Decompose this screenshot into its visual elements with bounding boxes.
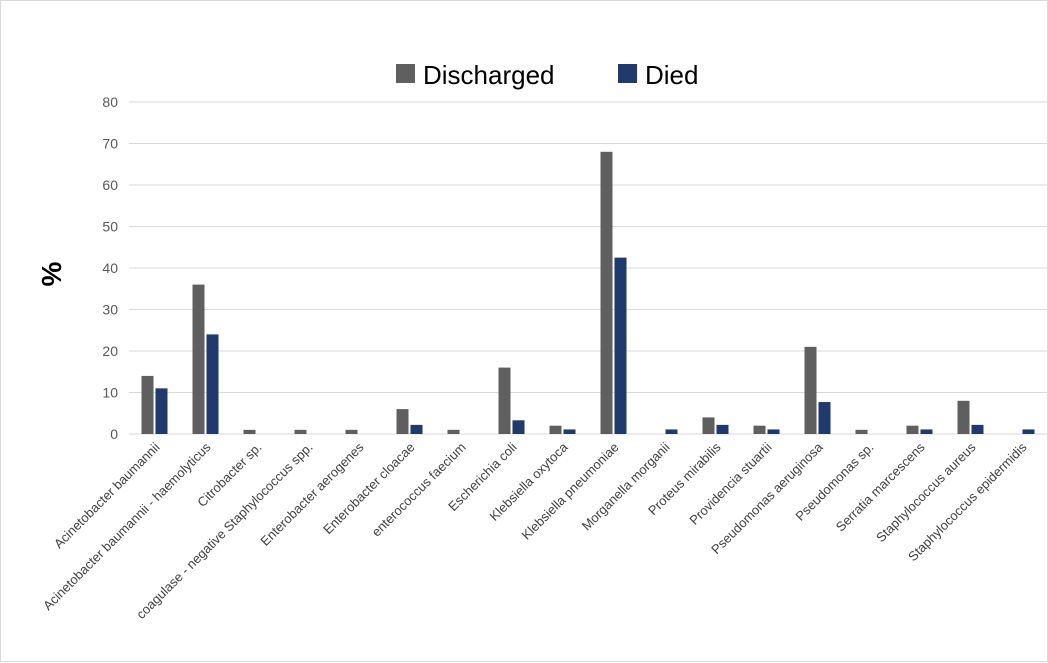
y-tick-label: 70 — [102, 136, 118, 152]
gridlines — [129, 101, 1047, 435]
bar-died — [410, 424, 423, 434]
bar-died — [971, 424, 984, 434]
x-category-label: Serratia marcescens — [833, 439, 928, 534]
y-tick-label: 10 — [102, 385, 118, 401]
legend-swatch — [396, 64, 415, 83]
bar-died — [767, 429, 780, 434]
bar-died — [155, 388, 168, 434]
bar-discharged — [396, 409, 409, 434]
bar-discharged — [498, 367, 511, 434]
legend-label: Died — [645, 60, 698, 90]
y-tick-label: 0 — [110, 426, 118, 442]
legend-swatch — [618, 64, 637, 83]
y-tick-label: 30 — [102, 302, 118, 318]
x-category-label: coagulase - negative Staphylococcus spp. — [133, 440, 315, 622]
y-tick-label: 50 — [102, 219, 118, 235]
bar-died — [614, 257, 627, 434]
bar-discharged — [549, 425, 562, 434]
x-category-label: enterococcus faecium — [369, 440, 469, 540]
bar-died — [716, 424, 729, 434]
bar-discharged — [753, 425, 766, 434]
legend: Discharged Died — [396, 60, 698, 90]
x-category-label: Enterobacter cloacae — [320, 440, 417, 537]
bar-died — [512, 420, 525, 434]
bars — [141, 151, 1035, 435]
y-tick-label: 80 — [102, 94, 118, 110]
bar-died — [206, 334, 219, 434]
bar-died — [818, 402, 831, 434]
bar-discharged — [345, 429, 358, 434]
x-category-label: Klebsiella pneumoniae — [519, 440, 622, 543]
bar-discharged — [702, 417, 715, 434]
bar-discharged — [192, 284, 205, 434]
bar-discharged — [294, 429, 307, 434]
bar-discharged — [447, 429, 460, 434]
bar-discharged — [804, 346, 817, 434]
x-category-label: Staphylococcus aureus — [873, 439, 979, 545]
legend-label: Discharged — [423, 60, 555, 90]
bar-discharged — [855, 429, 868, 434]
bar-discharged — [957, 400, 970, 434]
y-axis-ticks: 0 10 20 30 40 50 60 70 80 — [102, 94, 118, 442]
bar-discharged — [906, 425, 919, 434]
bar-died — [563, 429, 576, 434]
bar-discharged — [141, 375, 154, 434]
x-category-label: Enterobacter aerogenes — [257, 439, 367, 549]
y-axis-label: % — [36, 261, 67, 286]
bar-died — [1022, 429, 1035, 434]
x-category-label: Morganella morganii — [579, 439, 673, 533]
y-tick-label: 40 — [102, 260, 118, 276]
y-tick-label: 20 — [102, 343, 118, 359]
bar-discharged — [243, 429, 256, 434]
y-tick-label: 60 — [102, 177, 118, 193]
bar-died — [920, 429, 933, 434]
bar-discharged — [600, 151, 613, 435]
bar-died — [665, 429, 678, 434]
